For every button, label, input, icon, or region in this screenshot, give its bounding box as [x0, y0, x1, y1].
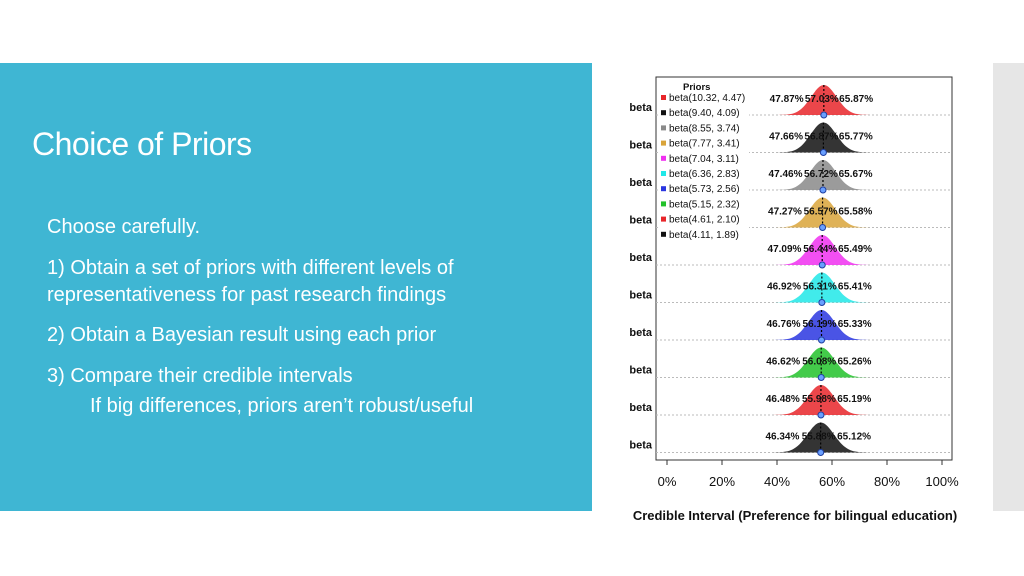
row-label: beta [629, 440, 653, 452]
legend-entry: beta(9.40, 4.09) [669, 108, 740, 119]
median-point [818, 299, 826, 306]
legend-entry: beta(4.11, 1.89) [669, 230, 739, 241]
density-ridge [773, 85, 875, 115]
density-ridge [772, 122, 875, 153]
x-axis-title: Credible Interval (Preference for biling… [633, 508, 957, 523]
median-label: 55.88% [802, 432, 836, 443]
median-point [820, 111, 828, 119]
lower-bound-label: 47.09% [768, 244, 802, 255]
legend-title: Priors [683, 82, 710, 93]
median-label: 56.87% [804, 132, 838, 143]
median-label: 56.31% [803, 282, 837, 293]
upper-bound-label: 65.12% [837, 432, 871, 443]
row-label: beta [629, 365, 653, 377]
lower-bound-label: 46.34% [765, 432, 799, 443]
legend-swatch [661, 171, 666, 176]
median-point [817, 449, 825, 456]
step-3-subline: If big differences, priors aren’t robust… [90, 395, 474, 417]
legend-swatch [661, 110, 666, 116]
legend-swatch [661, 216, 666, 222]
density-ridge [771, 197, 874, 228]
row-label: beta [629, 102, 653, 114]
median-point [819, 149, 827, 156]
legend-entry: beta(10.32, 4.47) [669, 93, 745, 104]
upper-bound-label: 65.77% [839, 132, 873, 143]
density-ridge [770, 272, 874, 303]
row-label: beta [629, 252, 653, 264]
legend-swatch [661, 140, 666, 146]
density-ridge [768, 347, 874, 378]
x-tick-label: 20% [709, 474, 735, 489]
slide-title: Choice of Priors [32, 126, 252, 162]
legend-swatch [661, 155, 666, 161]
upper-bound-label: 65.41% [838, 282, 872, 293]
step-3-line: 3) Compare their credible intervals [47, 365, 353, 387]
row-label: beta [629, 402, 653, 414]
lower-bound-label: 47.87% [770, 94, 804, 105]
row-label: beta [629, 140, 653, 152]
density-ridge [768, 385, 874, 415]
median-point [817, 411, 825, 419]
lower-bound-label: 47.66% [769, 132, 803, 143]
lower-bound-label: 46.92% [767, 282, 801, 293]
row-label: beta [629, 290, 653, 302]
density-ridge [770, 235, 874, 265]
legend-entry: beta(5.15, 2.32) [669, 199, 740, 210]
density-ridge [768, 422, 874, 453]
intro-line: Choose carefully. [47, 216, 201, 238]
density-ridge [769, 310, 874, 340]
x-tick-label: 100% [925, 474, 959, 489]
upper-bound-label: 65.26% [838, 357, 872, 368]
legend-entry: beta(5.73, 2.56) [669, 184, 740, 195]
upper-bound-label: 65.49% [838, 244, 872, 255]
scrollbar[interactable] [993, 63, 1024, 511]
legend-entry: beta(4.61, 2.10) [669, 215, 740, 226]
upper-bound-label: 65.19% [837, 394, 871, 405]
upper-bound-label: 65.58% [838, 207, 872, 218]
median-point [818, 336, 826, 344]
legend-swatch [661, 125, 666, 131]
content-panel [0, 63, 592, 511]
upper-bound-label: 65.67% [839, 169, 873, 180]
row-label: beta [629, 215, 653, 227]
legend-entry: beta(6.36, 2.83) [669, 169, 740, 180]
legend-background [660, 79, 749, 247]
legend-swatch [661, 186, 666, 192]
median-label: 56.19% [803, 319, 837, 330]
median-label: 56.44% [803, 244, 837, 255]
lower-bound-label: 47.27% [768, 207, 802, 218]
legend-entry: beta(8.55, 3.74) [669, 123, 740, 134]
median-label: 56.08% [802, 357, 836, 368]
legend-swatch [661, 95, 666, 100]
step-2-line: 2) Obtain a Bayesian result using each p… [47, 324, 437, 346]
density-ridge [771, 160, 875, 190]
median-point [817, 374, 825, 381]
legend-swatch [661, 201, 666, 207]
median-label: 57.03% [805, 94, 839, 105]
row-label: beta [629, 327, 653, 339]
step-1-line-2: representativeness for past research fin… [47, 284, 447, 306]
x-tick-label: 0% [658, 474, 677, 489]
upper-bound-label: 65.33% [838, 319, 872, 330]
row-label: beta [629, 177, 653, 189]
step-1-line-1: 1) Obtain a set of priors with different… [47, 257, 454, 279]
lower-bound-label: 46.48% [766, 394, 800, 405]
lower-bound-label: 47.46% [769, 169, 803, 180]
median-point [819, 186, 827, 194]
x-tick-label: 40% [764, 474, 790, 489]
upper-bound-label: 65.87% [839, 94, 873, 105]
x-tick-label: 80% [874, 474, 900, 489]
median-label: 55.98% [802, 394, 836, 405]
median-point [819, 224, 827, 231]
median-label: 56.72% [804, 169, 838, 180]
legend-entry: beta(7.04, 3.11) [669, 154, 739, 165]
median-point [818, 261, 826, 269]
median-label: 56.57% [804, 207, 838, 218]
lower-bound-label: 46.62% [766, 357, 800, 368]
legend-swatch [661, 231, 666, 237]
legend-entry: beta(7.77, 3.41) [669, 139, 740, 150]
lower-bound-label: 46.76% [767, 319, 801, 330]
x-tick-label: 60% [819, 474, 845, 489]
